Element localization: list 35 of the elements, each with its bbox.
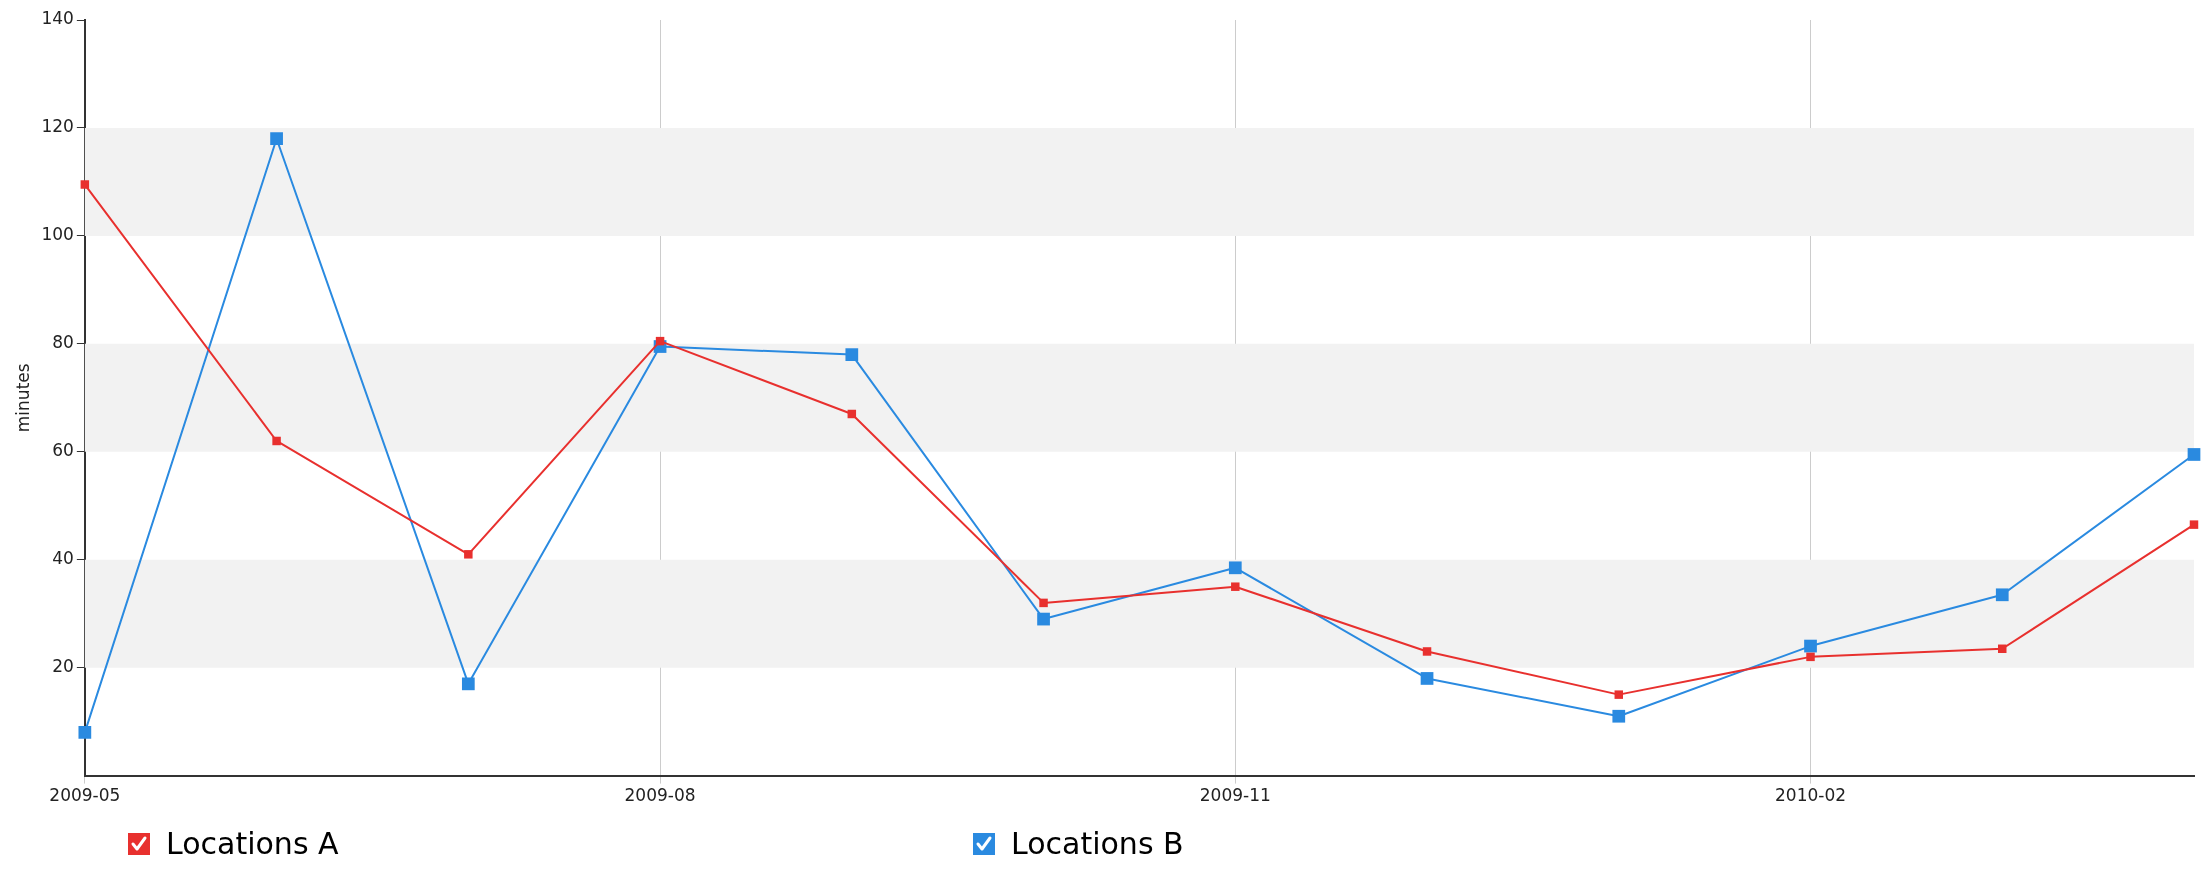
x-tick-label: 2009-08 [624, 785, 696, 806]
y-tick-label: 40 [52, 548, 74, 569]
point [80, 180, 90, 189]
point [1998, 644, 2007, 654]
legend-label: Locations A [166, 826, 339, 861]
point [1231, 582, 1240, 591]
point [845, 348, 859, 361]
point [1614, 690, 1624, 699]
y-tick-label: 140 [41, 8, 74, 29]
point [1420, 672, 1434, 685]
x-tick-label: 2009-11 [1199, 785, 1271, 806]
point [78, 726, 92, 739]
point [1039, 598, 1048, 608]
point [2189, 520, 2199, 529]
y-tick-label: 20 [52, 656, 74, 677]
y-tick-label: 80 [52, 332, 74, 353]
point [1422, 647, 1432, 656]
point [1995, 588, 2009, 602]
point [1037, 612, 1050, 626]
x-tick-label: 2010-02 [1775, 785, 1847, 806]
x-tick-label: 2009-05 [49, 785, 121, 806]
point [461, 677, 475, 691]
y-tick-label: 120 [41, 116, 74, 137]
point [1228, 561, 1242, 575]
point [272, 436, 281, 446]
point [270, 132, 283, 146]
point [1612, 709, 1626, 723]
y-axis-title: minutes [12, 363, 33, 433]
point [464, 550, 473, 559]
point [1804, 639, 1817, 653]
point [2187, 448, 2201, 461]
point [1806, 652, 1815, 662]
y-tick-label: 60 [52, 440, 74, 461]
y-tick-label: 100 [41, 224, 74, 245]
legend-label: Locations B [1011, 826, 1184, 861]
